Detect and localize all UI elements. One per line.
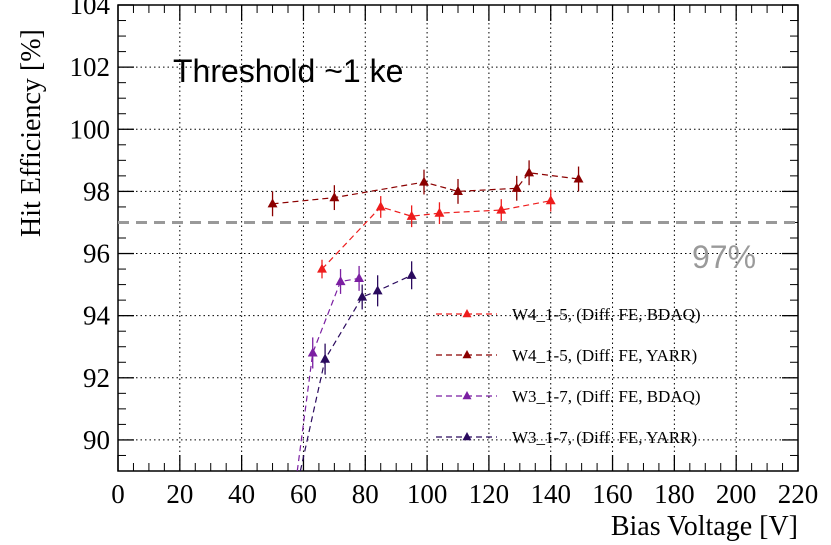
axis-ticks: 90 92 94 96 98 100 102 104 0 20 40 60 80 100 120 140 160…	[70, 0, 819, 509]
data-point	[511, 182, 522, 192]
data-point	[524, 167, 535, 177]
legend: W4_1-5, (Diff. FE, BDAQ) W4_1-5, (Diff. F…	[436, 305, 701, 447]
series-1	[317, 189, 556, 279]
y-tick-label: 98	[83, 176, 110, 206]
grid	[118, 5, 798, 471]
legend-label: W4_1-5, (Diff. FE, BDAQ)	[512, 305, 701, 324]
data-point	[434, 207, 445, 217]
legend-marker	[462, 309, 472, 318]
x-tick-label: 0	[111, 479, 125, 509]
legend-item-3: W3_1-7, (Diff. FE, BDAQ)	[436, 387, 701, 406]
x-tick-label: 220	[778, 479, 819, 509]
y-tick-label: 100	[70, 114, 111, 144]
series-line	[321, 200, 551, 270]
data-point	[320, 353, 331, 363]
reference-line-group: 97%	[118, 220, 798, 275]
data-point	[419, 176, 429, 186]
y-tick-label: 104	[70, 0, 111, 20]
data-point	[453, 185, 463, 195]
y-tick-label: 92	[83, 363, 110, 393]
data-point	[329, 192, 340, 202]
y-tick-label: 94	[83, 301, 111, 331]
legend-item-4: W3_1-7, (Diff. FE, YARR)	[436, 428, 697, 447]
data-point	[406, 269, 417, 279]
x-tick-label: 40	[228, 479, 255, 509]
data-point	[406, 210, 417, 220]
series-3	[296, 265, 365, 471]
threshold-annotation: Threshold ~1 ke	[173, 53, 403, 89]
x-tick-label: 180	[654, 479, 695, 509]
data-point	[372, 285, 383, 295]
x-tick-label: 160	[592, 479, 633, 509]
x-tick-label: 200	[716, 479, 757, 509]
series-4	[299, 261, 417, 471]
series-layer	[267, 160, 584, 471]
legend-item-1: W4_1-5, (Diff. FE, BDAQ)	[436, 305, 701, 324]
data-point	[496, 204, 507, 214]
series-line	[296, 277, 360, 471]
data-point	[267, 198, 278, 208]
data-point	[573, 173, 584, 183]
data-point	[335, 275, 346, 286]
x-axis-title: Bias Voltage [V]	[611, 511, 798, 542]
data-point	[317, 263, 327, 273]
legend-label: W4_1-5, (Diff. FE, YARR)	[512, 346, 697, 365]
y-tick-label: 96	[83, 239, 110, 269]
data-point	[307, 347, 318, 357]
y-axis-title: Hit Efficiency [%]	[16, 29, 47, 237]
x-tick-label: 140	[530, 479, 571, 509]
x-tick-label: 60	[290, 479, 317, 509]
series-2	[267, 160, 584, 217]
legend-marker	[462, 350, 472, 359]
x-tick-label: 120	[469, 479, 510, 509]
legend-marker	[462, 432, 472, 441]
reference-line-label: 97%	[692, 239, 756, 275]
legend-marker	[462, 391, 472, 400]
data-point	[545, 195, 556, 205]
data-point	[354, 272, 365, 282]
x-tick-label: 20	[166, 479, 193, 509]
data-point	[375, 201, 386, 211]
y-tick-label: 90	[83, 425, 110, 455]
x-tick-label: 80	[352, 479, 379, 509]
y-tick-label: 102	[70, 52, 111, 82]
legend-label: W3_1-7, (Diff. FE, YARR)	[512, 428, 697, 447]
series-line	[299, 274, 412, 471]
legend-label: W3_1-7, (Diff. FE, BDAQ)	[512, 387, 701, 406]
data-point	[357, 291, 368, 301]
series-line	[272, 172, 579, 205]
x-tick-label: 100	[407, 479, 448, 509]
legend-item-2: W4_1-5, (Diff. FE, YARR)	[436, 346, 697, 365]
